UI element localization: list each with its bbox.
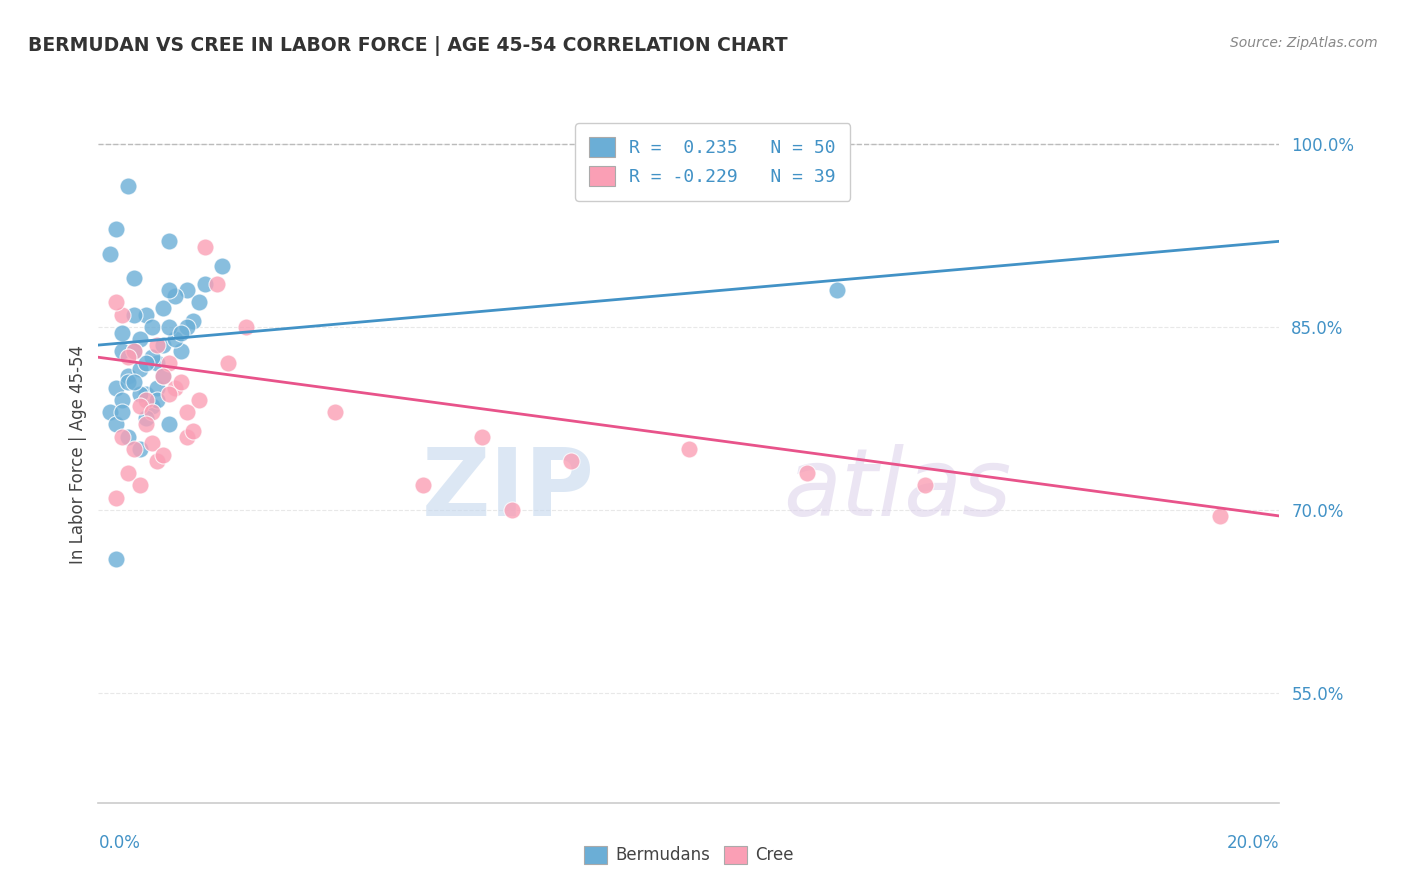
Point (157, 417, 180, 432)
Point (111, 344, 134, 359)
Point (122, 344, 145, 359)
Point (128, 387, 150, 401)
Point (146, 454, 169, 468)
Point (678, 442, 700, 456)
Point (187, 392, 209, 407)
Point (157, 283, 180, 297)
Point (501, 503, 523, 517)
Point (170, 375, 193, 389)
Point (176, 405, 198, 419)
Point (128, 399, 150, 413)
Point (152, 301, 174, 316)
Point (117, 375, 139, 389)
Point (165, 332, 187, 346)
Point (235, 319, 257, 334)
Point (157, 356, 180, 370)
Point (98, 405, 121, 419)
Point (111, 326, 134, 340)
Text: 20.0%: 20.0% (1227, 834, 1279, 852)
Point (194, 240, 217, 254)
Point (323, 405, 346, 419)
Point (187, 295, 209, 310)
Point (165, 289, 187, 303)
Point (117, 179, 139, 194)
Point (128, 442, 150, 456)
Point (117, 351, 139, 365)
Text: ZIP: ZIP (422, 443, 595, 536)
Point (111, 429, 134, 443)
Point (111, 405, 134, 419)
Point (157, 387, 180, 401)
Point (471, 429, 494, 443)
Point (141, 435, 163, 450)
Point (105, 551, 128, 566)
Point (105, 381, 128, 395)
Point (205, 277, 228, 291)
Point (128, 478, 150, 492)
Point (152, 338, 174, 352)
Point (1209, 508, 1232, 523)
Point (122, 271, 145, 285)
Point (194, 277, 217, 291)
Point (117, 368, 139, 383)
Point (217, 356, 239, 370)
Point (105, 491, 128, 505)
Point (122, 308, 145, 322)
Point (105, 222, 128, 236)
Point (146, 356, 169, 370)
Point (141, 405, 163, 419)
Point (796, 467, 818, 481)
Point (135, 387, 157, 401)
Point (141, 319, 163, 334)
Point (181, 424, 204, 438)
Point (152, 368, 174, 383)
Point (176, 319, 198, 334)
Legend: Bermudans, Cree: Bermudans, Cree (578, 839, 800, 871)
Point (111, 308, 134, 322)
Point (135, 308, 157, 322)
Point (152, 448, 174, 462)
Point (146, 381, 169, 395)
Point (117, 429, 139, 443)
Point (146, 392, 169, 407)
Text: atlas: atlas (783, 444, 1012, 535)
Point (135, 392, 157, 407)
Point (170, 326, 193, 340)
Point (122, 344, 145, 359)
Point (560, 454, 582, 468)
Point (825, 283, 848, 297)
Point (211, 259, 233, 273)
Point (412, 478, 434, 492)
Point (170, 344, 193, 359)
Point (128, 362, 150, 376)
Point (157, 319, 180, 334)
Point (128, 332, 150, 346)
Text: Source: ZipAtlas.com: Source: ZipAtlas.com (1230, 36, 1378, 50)
Point (141, 399, 163, 413)
Point (146, 338, 169, 352)
Point (98, 246, 121, 260)
Y-axis label: In Labor Force | Age 45-54: In Labor Force | Age 45-54 (69, 345, 87, 565)
Point (111, 392, 134, 407)
Point (141, 351, 163, 365)
Point (135, 356, 157, 370)
Text: 0.0%: 0.0% (98, 834, 141, 852)
Point (181, 313, 204, 327)
Point (117, 467, 139, 481)
Point (176, 429, 198, 443)
Point (152, 368, 174, 383)
Point (914, 478, 936, 492)
Point (176, 283, 198, 297)
Point (157, 235, 180, 249)
Point (135, 411, 157, 425)
Point (105, 417, 128, 432)
Point (105, 295, 128, 310)
Point (122, 375, 145, 389)
Text: BERMUDAN VS CREE IN LABOR FORCE | AGE 45-54 CORRELATION CHART: BERMUDAN VS CREE IN LABOR FORCE | AGE 45… (28, 36, 787, 55)
Point (122, 442, 145, 456)
Point (135, 417, 157, 432)
Point (165, 381, 187, 395)
